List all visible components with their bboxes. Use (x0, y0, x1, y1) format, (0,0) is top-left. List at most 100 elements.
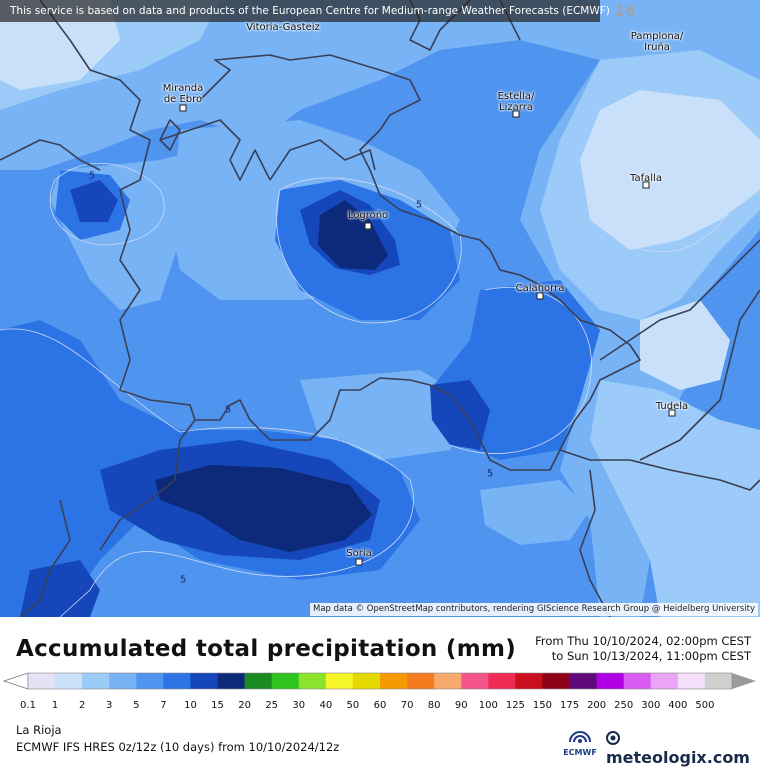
color-scale-legend: 0.1 1 2 3 5 7 10 15 20 25 30 40 50 60 70 80 90 100 125 150 1… (2, 672, 756, 710)
scale-swatch (352, 673, 381, 689)
city-marker-soria[interactable] (355, 558, 363, 566)
precip-area-10mm-sw (20, 560, 100, 617)
scale-tick-label: 80 (428, 700, 441, 710)
scale-tick-label: 7 (160, 700, 166, 710)
precip-area-1mm-e (640, 300, 730, 390)
scale-tick-label: 1 (52, 700, 58, 710)
scale-swatch (488, 673, 516, 689)
scale-tick-label: 500 (695, 700, 714, 710)
scale-tick-label: 300 (641, 700, 660, 710)
scale-tick-label: 100 (479, 700, 498, 710)
scale-arrow-left (2, 672, 29, 690)
precip-area-15mm-logrono (318, 200, 388, 270)
precip-area-1mm-nw (0, 0, 120, 90)
city-label-vitoria: Vitoria-Gasteiz (246, 22, 320, 33)
scale-swatch (82, 673, 110, 689)
city-label-miranda: Miranda de Ebro (162, 83, 204, 105)
forecast-period: From Thu 10/10/2024, 02:00pm CEST to Sun… (535, 634, 751, 664)
city-marker-estella[interactable] (512, 110, 520, 118)
scale-swatch (650, 673, 679, 689)
scale-tick-label: 25 (265, 700, 278, 710)
scale-outline (27, 672, 733, 690)
contour-label: 5 (415, 199, 423, 211)
scale-tick-label: 250 (614, 700, 633, 710)
scale-tick-label: 30 (292, 700, 305, 710)
city-label-tafalla: Tafalla (630, 173, 662, 184)
scale-swatch (461, 673, 489, 689)
scale-tick-label: 125 (506, 700, 525, 710)
scale-tick-label: 50 (347, 700, 360, 710)
meteologix-logo[interactable]: meteologix.com (606, 729, 760, 767)
scale-tick-label: 5 (133, 700, 139, 710)
legend-title: Accumulated total precipitation (mm) (16, 636, 517, 662)
scale-tick-label: 400 (668, 700, 687, 710)
scale-swatch (298, 673, 327, 689)
scale-swatch (380, 673, 408, 689)
city-label-logrono: Logroño (347, 210, 389, 221)
precip-area-3mm-s (480, 480, 590, 545)
contour-label: 5 (486, 468, 494, 480)
scale-swatch (109, 673, 137, 689)
scale-arrow-right (732, 673, 756, 689)
precip-area-1mm-ne (580, 90, 760, 250)
scale-tick-label: 90 (455, 700, 468, 710)
region-name: La Rioja (16, 723, 62, 737)
scale-tick-label: 175 (560, 700, 579, 710)
city-label-calahorra: Calahorra (515, 283, 565, 294)
city-label-soria: Soria (346, 548, 372, 559)
scale-tick-label: 0.1 (20, 700, 36, 710)
scale-swatch (244, 673, 272, 689)
scale-swatch (55, 673, 83, 689)
scale-swatch (677, 673, 706, 689)
precip-area-3mm-south (300, 370, 470, 460)
scale-swatch (136, 673, 164, 689)
city-marker-miranda[interactable] (179, 104, 187, 112)
precipitation-map[interactable]: This service is based on data and produc… (0, 0, 760, 617)
scale-swatch (217, 673, 245, 689)
city-marker-logrono[interactable] (364, 222, 372, 230)
precip-area-10mm-east (430, 380, 490, 450)
scale-tick-label: 10 (184, 700, 197, 710)
scale-swatch (28, 673, 56, 689)
scale-tick-label: 60 (374, 700, 387, 710)
scale-swatch (325, 673, 354, 689)
scale-swatch (623, 673, 652, 689)
ecmwf-logo[interactable]: ECMWF (558, 728, 602, 758)
notice-badge: 16 (613, 1, 637, 20)
ecmwf-notice-banner: This service is based on data and produc… (0, 0, 636, 22)
ecmwf-notice-text: This service is based on data and produc… (10, 5, 610, 17)
scale-tick-label: 150 (533, 700, 552, 710)
scale-swatch (596, 673, 624, 689)
scale-tick-label: 200 (587, 700, 606, 710)
meteologix-icon (606, 731, 620, 745)
scale-swatch (569, 673, 597, 689)
city-marker-tudela[interactable] (668, 409, 676, 417)
city-label-estella: Estella/ Lizarra (497, 91, 535, 113)
scale-tick-label: 20 (238, 700, 251, 710)
meteologix-logo-text: meteologix.com (606, 748, 750, 767)
precip-area-15mm-south (155, 465, 372, 552)
scale-swatch (515, 673, 543, 689)
ecmwf-globe-icon (569, 731, 591, 743)
city-marker-tafalla[interactable] (642, 181, 650, 189)
map-attribution[interactable]: Map data © OpenStreetMap contributors, r… (310, 603, 758, 616)
scale-tick-label: 70 (401, 700, 414, 710)
contour-label: 5 (88, 170, 96, 182)
scale-tick-label: 40 (319, 700, 332, 710)
map-canvas (0, 0, 760, 617)
scale-swatch (190, 673, 218, 689)
scale-swatch (434, 673, 462, 689)
scale-swatch (163, 673, 191, 689)
scale-swatch (704, 673, 733, 689)
precip-area-2mm-se (590, 380, 760, 617)
contour-label: 5 (179, 574, 187, 586)
scale-tick-label: 2 (79, 700, 85, 710)
city-marker-calahorra[interactable] (536, 292, 544, 300)
scale-swatch (542, 673, 570, 689)
region-borders (0, 0, 760, 617)
precip-area-10mm-west (70, 180, 118, 222)
scale-swatch (407, 673, 435, 689)
city-label-pamplona: Pamplona/ Iruña (630, 31, 684, 53)
ecmwf-logo-label: ECMWF (563, 748, 597, 757)
contour-label: 5 (224, 404, 232, 416)
